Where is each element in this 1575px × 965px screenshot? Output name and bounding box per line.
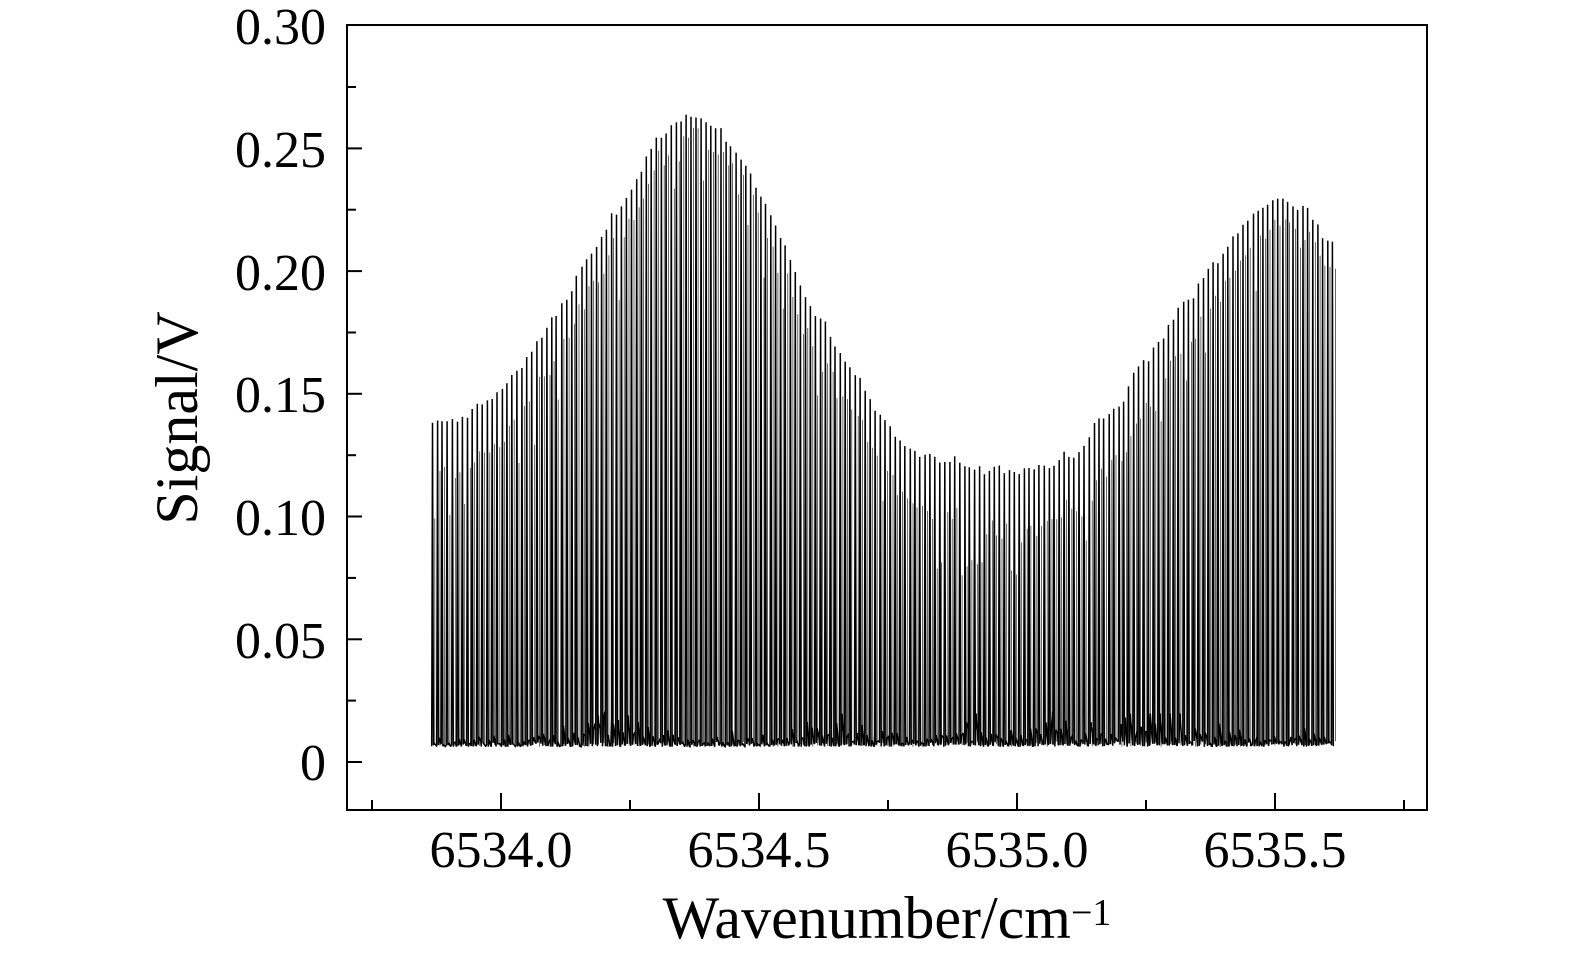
svg-text:0.20: 0.20	[235, 245, 326, 302]
svg-text:0: 0	[300, 735, 326, 792]
svg-text:0.10: 0.10	[235, 490, 326, 547]
svg-text:0.05: 0.05	[235, 613, 326, 670]
svg-text:6534.0: 6534.0	[430, 822, 573, 879]
svg-text:0.25: 0.25	[235, 122, 326, 179]
svg-text:6535.5: 6535.5	[1204, 822, 1347, 879]
svg-text:0.15: 0.15	[235, 367, 326, 424]
svg-text:Signal/V: Signal/V	[144, 311, 210, 524]
svg-text:0.30: 0.30	[235, 0, 326, 56]
svg-text:6534.5: 6534.5	[688, 822, 831, 879]
svg-text:Wavenumber/cm−1: Wavenumber/cm−1	[663, 885, 1112, 951]
svg-text:6535.0: 6535.0	[946, 822, 1089, 879]
